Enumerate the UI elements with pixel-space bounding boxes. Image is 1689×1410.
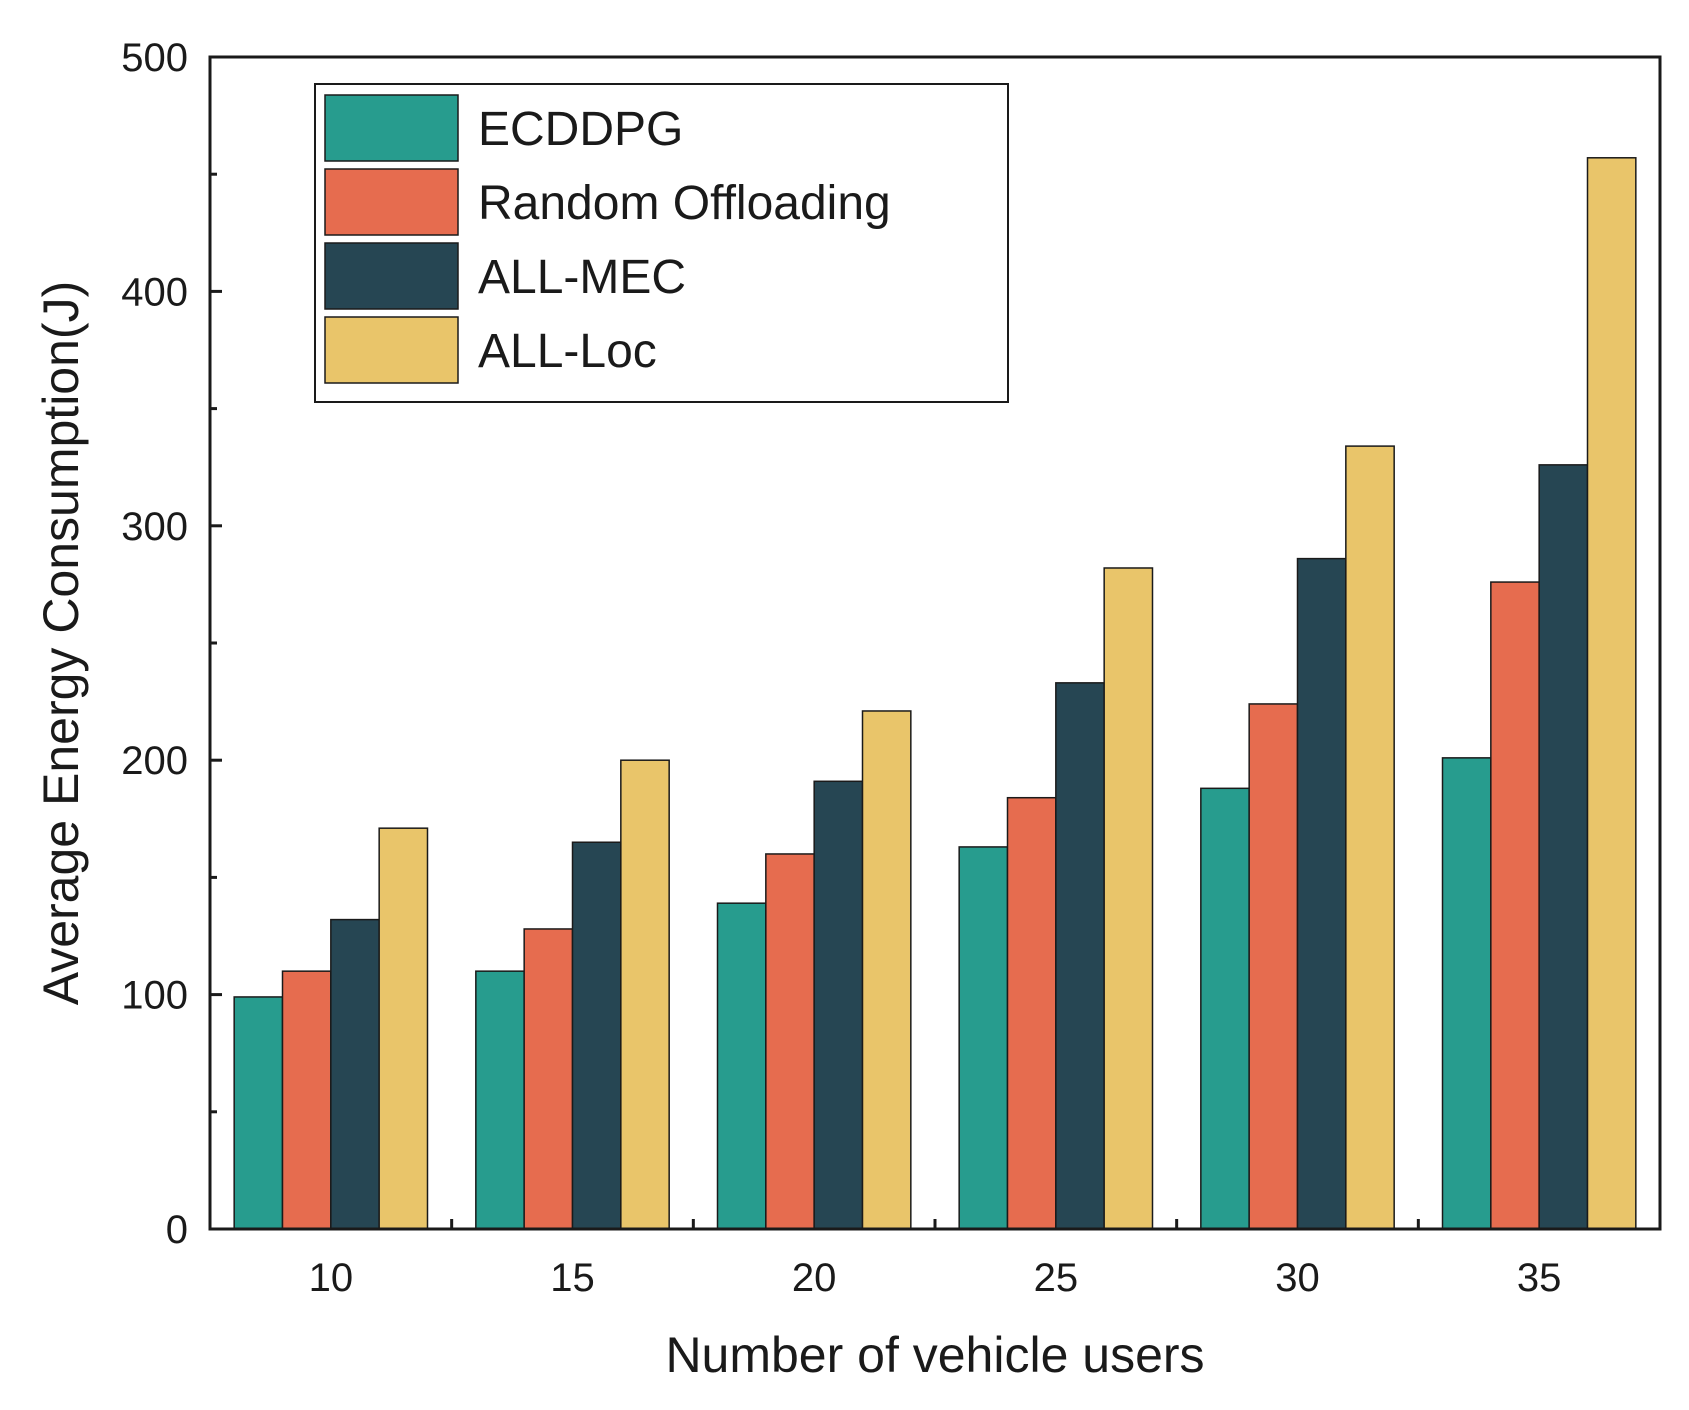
bar-ecddpg-25 <box>958 846 1009 1230</box>
bar-all-loc-25 <box>1103 567 1154 1230</box>
legend-swatch <box>324 316 459 384</box>
legend-label: ALL-MEC <box>478 251 686 304</box>
bar-all-loc-20 <box>861 710 912 1230</box>
x-tick-label: 25 <box>1034 1256 1079 1300</box>
legend: ECDDPG Random Offloading ALL-MEC ALL-Loc <box>314 83 1009 403</box>
bar-ecddpg-15 <box>475 970 525 1230</box>
x-tick-label: 30 <box>1275 1256 1320 1300</box>
legend-label: ALL-Loc <box>478 325 657 378</box>
bar-random-offloading-25 <box>1006 796 1057 1230</box>
legend-swatch <box>324 168 459 236</box>
bar-random-offloading-30 <box>1248 703 1299 1230</box>
y-tick-label: 400 <box>121 270 188 314</box>
bar-random-offloading-15 <box>523 928 574 1230</box>
ticks-layer: 0 100 200 300 400 500 10 15 20 25 30 35 <box>121 36 1662 1300</box>
bar-all-loc-15 <box>620 759 670 1230</box>
bar-random-offloading-10 <box>281 970 332 1230</box>
bars-layer <box>233 157 1637 1230</box>
bar-all-loc-35 <box>1586 157 1637 1230</box>
x-axis-title: Number of vehicle users <box>665 1327 1204 1383</box>
y-tick-label: 0 <box>166 1208 188 1252</box>
legend-swatch <box>324 94 459 162</box>
bar-all-loc-30 <box>1345 445 1395 1230</box>
bar-all-mec-30 <box>1296 557 1347 1230</box>
x-tick-label: 20 <box>792 1256 837 1300</box>
legend-label: ECDDPG <box>478 103 683 156</box>
bar-random-offloading-35 <box>1490 581 1540 1230</box>
y-tick-label: 200 <box>121 739 188 783</box>
bar-all-mec-35 <box>1538 464 1589 1230</box>
bar-all-mec-25 <box>1055 682 1105 1230</box>
bar-all-mec-10 <box>330 918 380 1230</box>
y-axis-title: Average Energy Consumption(J) <box>33 281 89 1005</box>
bar-all-loc-10 <box>378 827 429 1230</box>
x-tick-label: 10 <box>309 1256 354 1300</box>
bar-ecddpg-20 <box>716 902 767 1230</box>
bar-random-offloading-20 <box>765 853 815 1230</box>
x-tick-label: 15 <box>550 1256 595 1300</box>
legend-label: Random Offloading <box>478 177 891 230</box>
y-tick-label: 300 <box>121 505 188 549</box>
legend-swatch <box>324 242 459 310</box>
bar-all-mec-15 <box>571 841 622 1230</box>
y-tick-label: 500 <box>121 36 188 80</box>
bar-ecddpg-30 <box>1200 787 1250 1230</box>
bar-all-mec-20 <box>813 780 864 1230</box>
bar-ecddpg-10 <box>233 996 284 1230</box>
bar-ecddpg-35 <box>1441 757 1492 1230</box>
x-tick-label: 35 <box>1517 1256 1562 1300</box>
y-tick-label: 100 <box>121 974 188 1018</box>
